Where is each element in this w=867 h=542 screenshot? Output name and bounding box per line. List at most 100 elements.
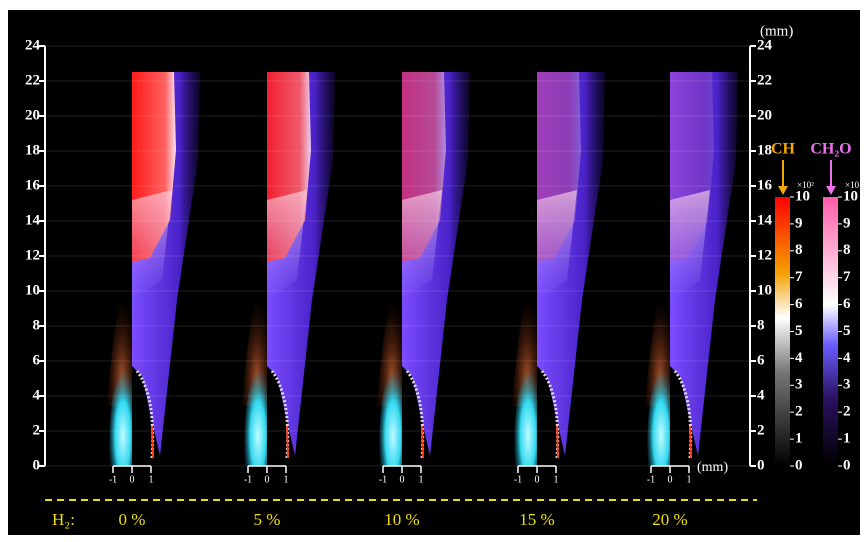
panel-label: 15 % bbox=[519, 510, 554, 529]
tick-label: 12 bbox=[757, 247, 772, 263]
x-tick-label: 1 bbox=[687, 474, 692, 485]
flame-front-base bbox=[689, 425, 692, 459]
arrow-head bbox=[778, 186, 788, 195]
multiplier: ×10 bbox=[845, 180, 860, 190]
colorbar-label: 5 bbox=[795, 323, 803, 339]
flame-core bbox=[244, 366, 267, 466]
tick-label: 20 bbox=[25, 107, 40, 123]
mixed-field bbox=[537, 190, 577, 300]
x-tick-label: -1 bbox=[514, 474, 522, 485]
tick-label: 18 bbox=[757, 142, 772, 158]
x-unit: (mm) bbox=[697, 460, 728, 475]
flame-core bbox=[514, 366, 537, 466]
panel: -1 0 1 bbox=[645, 72, 738, 485]
panel: -1 0 1 bbox=[242, 72, 335, 485]
tick-label: 10 bbox=[25, 282, 40, 298]
tick-label: 0 bbox=[757, 457, 765, 473]
colorbar-label: 10 bbox=[795, 188, 810, 204]
tick-label: 2 bbox=[33, 422, 41, 438]
mixed-field bbox=[402, 190, 442, 300]
tick-label: 12 bbox=[25, 247, 40, 263]
colorbar bbox=[775, 197, 790, 466]
x-tick-label: 1 bbox=[149, 474, 154, 485]
tick-label: 8 bbox=[757, 317, 765, 333]
arrow-head bbox=[826, 186, 836, 195]
x-tick-label: 0 bbox=[535, 474, 540, 485]
x-tick-label: 0 bbox=[668, 474, 673, 485]
tick-label: 6 bbox=[33, 352, 41, 368]
tick-label: 8 bbox=[33, 317, 41, 333]
colorbar-label: 10 bbox=[843, 188, 858, 204]
x-tick-label: 1 bbox=[419, 474, 424, 485]
tick-label: 4 bbox=[33, 387, 41, 403]
tick-label: 24 bbox=[757, 37, 773, 53]
colorbar-label: 8 bbox=[795, 242, 803, 258]
colorbar-label: 6 bbox=[795, 296, 803, 312]
tick-label: 14 bbox=[757, 212, 773, 228]
multiplier: ×10² bbox=[797, 180, 814, 190]
flame-core bbox=[379, 366, 402, 466]
tick-label: 14 bbox=[25, 212, 41, 228]
flame-front-base bbox=[151, 425, 154, 459]
tick-label: 10 bbox=[757, 282, 772, 298]
colorbar-label: 4 bbox=[795, 350, 803, 366]
tick-label: 2 bbox=[757, 422, 765, 438]
x-tick-label: 1 bbox=[554, 474, 559, 485]
panel-label: 10 % bbox=[384, 510, 419, 529]
colorbar-label: 2 bbox=[795, 404, 803, 420]
tick-label: 24 bbox=[25, 37, 41, 53]
panel: -1 0 1 bbox=[377, 72, 470, 485]
colorbar-label: 3 bbox=[795, 377, 803, 393]
tick-label: 16 bbox=[757, 177, 773, 193]
panel: -1 0 1 bbox=[107, 72, 200, 485]
colorbar-label: 2 bbox=[843, 404, 851, 420]
tick-label: 0 bbox=[33, 457, 41, 473]
species-label: CH bbox=[771, 141, 796, 158]
tick-label: 16 bbox=[25, 177, 41, 193]
x-tick-label: -1 bbox=[109, 474, 117, 485]
colorbar-label: 0 bbox=[795, 457, 803, 473]
panel-label: 5 % bbox=[254, 510, 281, 529]
axis-unit: (mm) bbox=[760, 23, 793, 39]
x-tick-label: -1 bbox=[647, 474, 655, 485]
colorbar-label: 7 bbox=[795, 269, 803, 285]
mixed-field bbox=[132, 190, 172, 300]
tick-label: 18 bbox=[25, 142, 40, 158]
flame-front-base bbox=[556, 425, 559, 459]
colorbar-label: 1 bbox=[843, 431, 851, 447]
tick-label: 22 bbox=[757, 72, 772, 88]
species-label: CH₂O bbox=[810, 141, 851, 158]
x-tick-label: 0 bbox=[400, 474, 405, 485]
mixed-field bbox=[267, 190, 307, 300]
x-tick-label: 1 bbox=[284, 474, 289, 485]
colorbar-label: 4 bbox=[843, 350, 851, 366]
tick-label: 20 bbox=[757, 107, 772, 123]
colorbar-label: 9 bbox=[795, 215, 803, 231]
panel: -1 0 1 bbox=[512, 72, 605, 485]
colorbar-label: 3 bbox=[843, 377, 851, 393]
x-tick-label: -1 bbox=[379, 474, 387, 485]
colorbar-label: 5 bbox=[843, 323, 851, 339]
colorbar-label: 7 bbox=[843, 269, 851, 285]
x-tick-label: -1 bbox=[244, 474, 252, 485]
colorbar-label: 1 bbox=[795, 431, 803, 447]
h2-label: H₂: bbox=[52, 510, 75, 529]
colorbar-label: 0 bbox=[843, 457, 851, 473]
tick-label: 6 bbox=[757, 352, 765, 368]
x-tick-label: 0 bbox=[130, 474, 135, 485]
tick-label: 22 bbox=[25, 72, 40, 88]
panel-label: 0 % bbox=[119, 510, 146, 529]
colorbar bbox=[823, 197, 838, 466]
panel-label: 20 % bbox=[652, 510, 687, 529]
mixed-field bbox=[670, 190, 710, 300]
x-tick-label: 0 bbox=[265, 474, 270, 485]
colorbar-label: 6 bbox=[843, 296, 851, 312]
colorbar-label: 8 bbox=[843, 242, 851, 258]
flame-core bbox=[109, 366, 132, 466]
flame-front-base bbox=[286, 425, 289, 459]
flame-front-base bbox=[421, 425, 424, 459]
colorbar-label: 9 bbox=[843, 215, 851, 231]
tick-label: 4 bbox=[757, 387, 765, 403]
flame-core bbox=[647, 366, 670, 466]
